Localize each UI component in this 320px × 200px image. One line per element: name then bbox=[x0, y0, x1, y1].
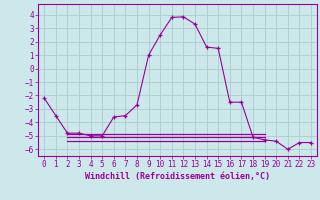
X-axis label: Windchill (Refroidissement éolien,°C): Windchill (Refroidissement éolien,°C) bbox=[85, 172, 270, 181]
